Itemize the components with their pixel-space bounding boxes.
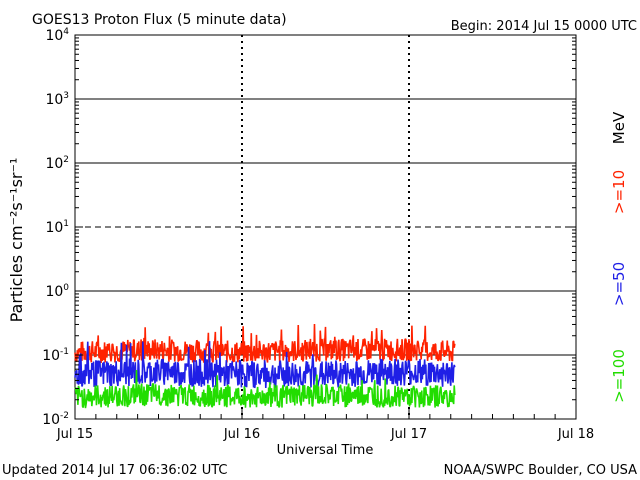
legend-series-100: >=100 — [610, 349, 628, 403]
y-tick-label: 103 — [45, 91, 69, 108]
gridlines — [75, 98, 576, 356]
y-tick-label: 10-2 — [42, 411, 69, 428]
credit-label: NOAA/SWPC Boulder, CO USA — [444, 463, 637, 478]
y-tick-label: 101 — [45, 219, 69, 236]
y-tick-label: 10-1 — [42, 347, 69, 364]
legend-series-10: >=10 — [610, 170, 628, 214]
x-axis-label: Universal Time — [277, 443, 374, 458]
y-axis-ticks: 10-2 10-1 100 101 102 103 104 — [42, 27, 576, 428]
series-line — [74, 341, 456, 389]
x-tick-label: Jul 18 — [557, 427, 594, 442]
updated-label: Updated 2014 Jul 17 06:36:02 UTC — [2, 463, 227, 478]
series-line — [74, 324, 456, 364]
y-tick-label: 100 — [45, 283, 69, 300]
legend-series-50: >=50 — [610, 262, 628, 306]
x-axis-ticks: Jul 15 Jul 16 Jul 17 Jul 18 — [56, 409, 594, 442]
legend-unit: MeV — [610, 111, 628, 144]
series-line — [74, 369, 456, 409]
x-tick-label: Jul 17 — [390, 427, 427, 442]
y-tick-label: 104 — [45, 27, 69, 44]
x-tick-label: Jul 16 — [223, 427, 260, 442]
y-axis-label: Particles cm⁻²s⁻¹sr⁻¹ — [7, 158, 26, 323]
begin-label: Begin: 2014 Jul 15 0000 UTC — [451, 19, 637, 34]
x-tick-label: Jul 15 — [56, 427, 93, 442]
y-tick-label: 102 — [45, 155, 69, 172]
series-layer — [74, 324, 456, 409]
chart-title: GOES13 Proton Flux (5 minute data) — [32, 12, 287, 28]
